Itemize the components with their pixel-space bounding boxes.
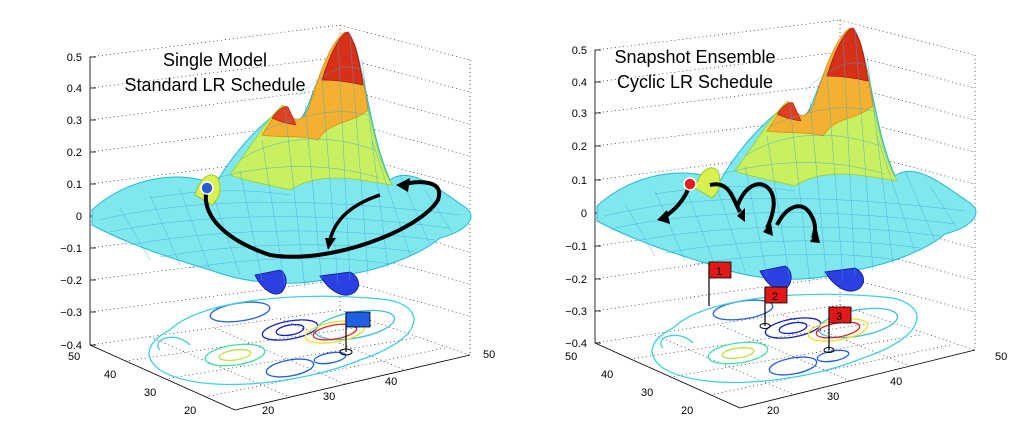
z-tick: 0.2 bbox=[67, 147, 82, 159]
single-model-plot: 0.5 0.4 0.3 0.2 0.1 0 −0.1 −0.2 −0.3 −0.… bbox=[60, 24, 495, 417]
x-tick: 30 bbox=[641, 387, 653, 399]
z-tick: 0.1 bbox=[67, 179, 82, 191]
contour-map bbox=[148, 295, 415, 386]
flag-label: 1 bbox=[716, 266, 722, 278]
y-tick: 20 bbox=[262, 405, 274, 417]
start-marker bbox=[200, 181, 214, 195]
z-tick: 0.4 bbox=[572, 77, 587, 89]
x-tick: 50 bbox=[565, 351, 577, 363]
snapshot-ensemble-panel: 0.5 0.4 0.3 0.2 0.1 0 −0.1 −0.2 −0.3 −0.… bbox=[515, 0, 1030, 438]
z-tick: −0.3 bbox=[60, 307, 82, 319]
panel-title: Snapshot Ensemble Cyclic LR Schedule bbox=[575, 45, 815, 95]
single-model-panel: 0.5 0.4 0.3 0.2 0.1 0 −0.1 −0.2 −0.3 −0.… bbox=[60, 24, 495, 417]
trajectory-arrowhead bbox=[737, 208, 745, 222]
trajectory-arrowhead bbox=[325, 238, 336, 250]
snapshot-flag-1: 1 bbox=[708, 261, 732, 306]
flag-label: 2 bbox=[772, 291, 778, 303]
sgd-trajectory bbox=[203, 180, 442, 259]
trajectory-arrowhead bbox=[657, 210, 670, 224]
start-marker bbox=[683, 177, 697, 191]
flag-label: 3 bbox=[836, 311, 842, 323]
x-tick: 50 bbox=[68, 351, 80, 363]
y-tick: 30 bbox=[323, 391, 335, 403]
title-line: Single Model bbox=[162, 50, 268, 70]
y-tick: 40 bbox=[890, 376, 902, 388]
snapshot-flag-3: 3 bbox=[823, 306, 852, 353]
trajectory-arrowhead bbox=[810, 230, 820, 243]
y-tick: 30 bbox=[827, 391, 839, 403]
z-tick: 0.3 bbox=[572, 108, 587, 120]
z-tick: −0.1 bbox=[60, 243, 82, 255]
z-tick: −0.3 bbox=[565, 306, 587, 318]
contour-map bbox=[651, 293, 918, 384]
title-line: Standard LR Schedule bbox=[124, 75, 306, 95]
minimum-flag bbox=[339, 311, 371, 356]
panel-title: Single Model Standard LR Schedule bbox=[100, 48, 330, 98]
snapshot-ensemble-plot: 0.5 0.4 0.3 0.2 0.1 0 −0.1 −0.2 −0.3 −0.… bbox=[565, 19, 1007, 417]
z-tick: 0 bbox=[76, 211, 82, 223]
y-tick: 20 bbox=[767, 405, 779, 417]
z-tick: −0.4 bbox=[60, 340, 82, 352]
x-tick: 20 bbox=[681, 405, 693, 417]
z-tick: −0.1 bbox=[565, 241, 587, 253]
title-line: Snapshot Ensemble bbox=[614, 47, 776, 67]
x-tick: 40 bbox=[601, 369, 613, 381]
z-tick: 0.3 bbox=[67, 115, 82, 127]
z-tick: 0.5 bbox=[67, 52, 82, 64]
x-tick: 30 bbox=[144, 387, 156, 399]
snapshot-flag-2: 2 bbox=[759, 286, 788, 329]
z-tick: 0.2 bbox=[572, 141, 587, 153]
loss-surface bbox=[91, 31, 472, 296]
z-tick: 0.4 bbox=[67, 83, 82, 95]
z-tick: −0.2 bbox=[60, 275, 82, 287]
x-tick: 20 bbox=[184, 405, 196, 417]
y-tick: 50 bbox=[995, 351, 1007, 363]
z-tick: 0.5 bbox=[572, 45, 587, 57]
x-tick: 40 bbox=[104, 369, 116, 381]
z-tick: 0 bbox=[581, 208, 587, 220]
title-line: Cyclic LR Schedule bbox=[616, 72, 774, 92]
z-tick: −0.2 bbox=[565, 274, 587, 286]
y-tick: 50 bbox=[483, 349, 495, 361]
z-tick: 0.1 bbox=[572, 175, 587, 187]
trajectory-arrowhead bbox=[763, 222, 773, 236]
y-tick: 40 bbox=[385, 376, 397, 388]
trajectory-arrowhead bbox=[396, 178, 410, 192]
z-tick: −0.4 bbox=[565, 338, 587, 350]
loss-surface bbox=[596, 27, 977, 292]
